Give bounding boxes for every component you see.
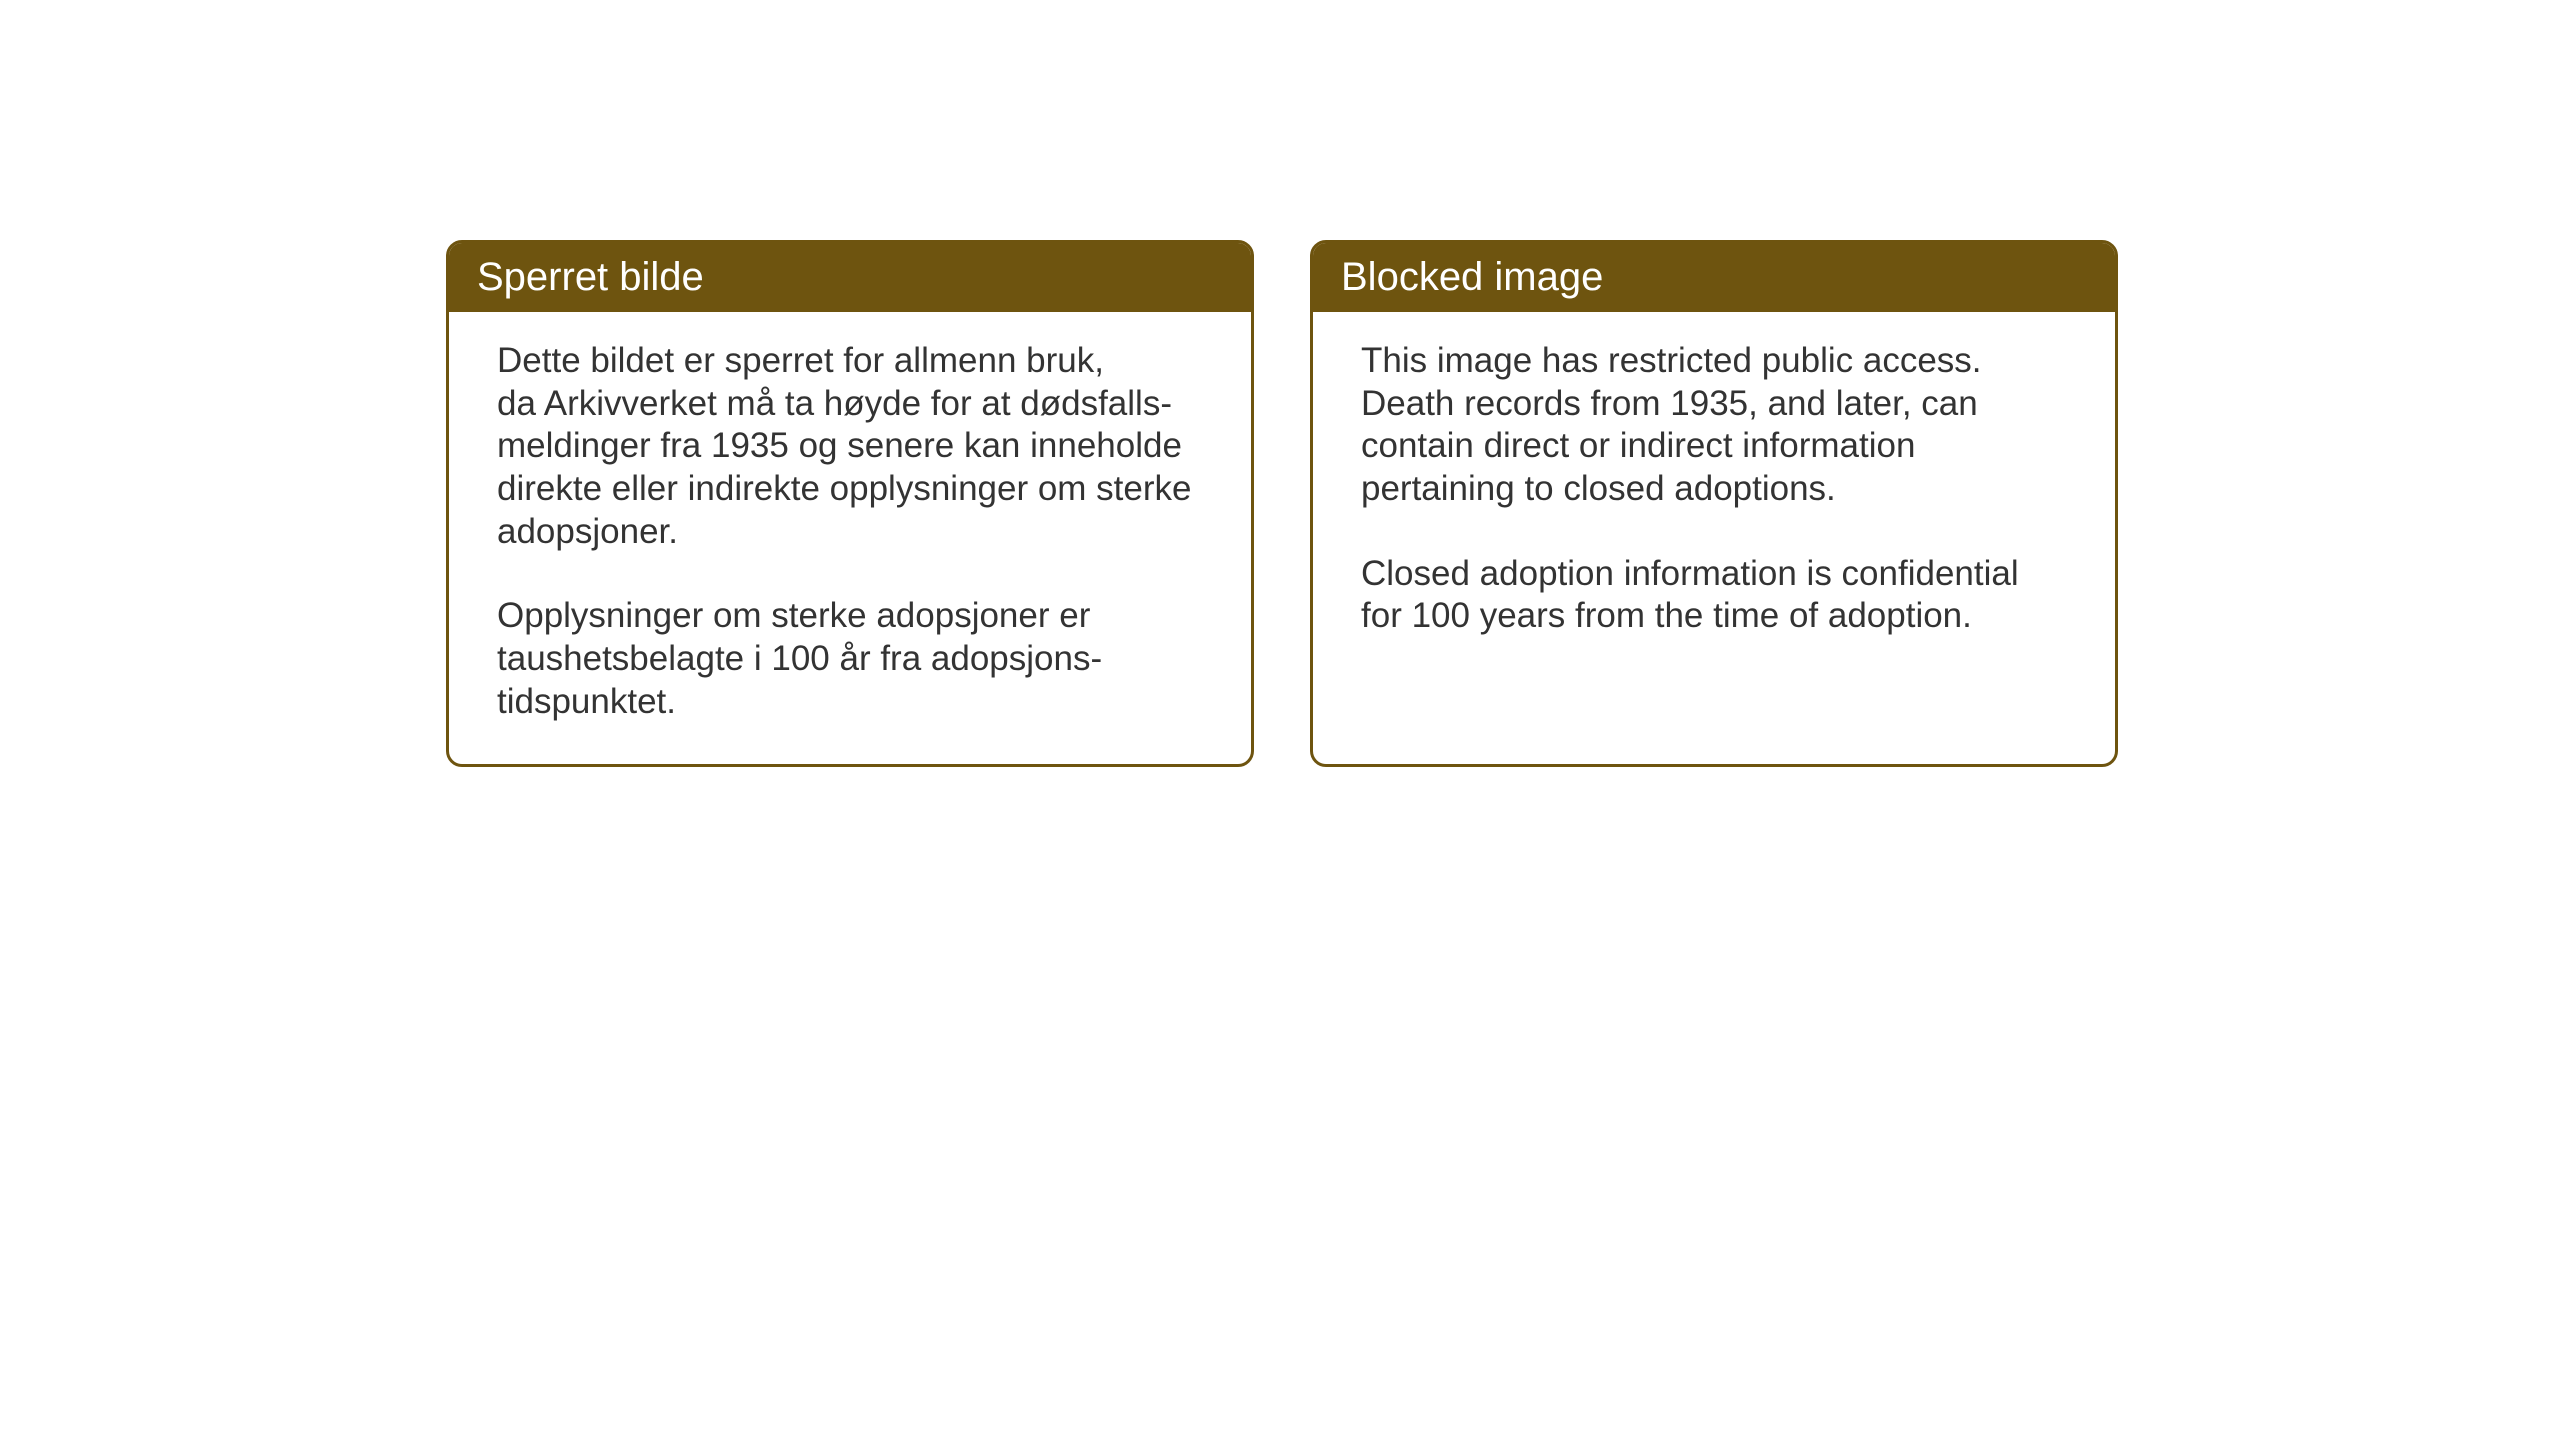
- card-header-english: Blocked image: [1313, 243, 2115, 312]
- card-title: Sperret bilde: [477, 255, 704, 299]
- blocked-image-card-english: Blocked image This image has restricted …: [1310, 240, 2118, 767]
- text-line: Closed adoption information is confident…: [1361, 554, 2019, 593]
- text-line: contain direct or indirect information: [1361, 426, 1915, 465]
- paragraph-2: Opplysninger om sterke adopsjoner er tau…: [497, 595, 1203, 723]
- text-line: meldinger fra 1935 og senere kan innehol…: [497, 426, 1182, 465]
- text-line: Dette bildet er sperret for allmenn bruk…: [497, 341, 1104, 380]
- text-line: Death records from 1935, and later, can: [1361, 384, 1978, 423]
- text-line: pertaining to closed adoptions.: [1361, 469, 1836, 508]
- paragraph-2: Closed adoption information is confident…: [1361, 553, 2067, 638]
- cards-container: Sperret bilde Dette bildet er sperret fo…: [446, 240, 2118, 767]
- text-line: direkte eller indirekte opplysninger om …: [497, 469, 1192, 508]
- text-line: Opplysninger om sterke adopsjoner er: [497, 596, 1090, 635]
- text-line: tidspunktet.: [497, 682, 676, 721]
- blocked-image-card-norwegian: Sperret bilde Dette bildet er sperret fo…: [446, 240, 1254, 767]
- text-line: This image has restricted public access.: [1361, 341, 1982, 380]
- text-line: da Arkivverket må ta høyde for at dødsfa…: [497, 384, 1172, 423]
- card-title: Blocked image: [1341, 255, 1603, 299]
- card-body-norwegian: Dette bildet er sperret for allmenn bruk…: [449, 312, 1251, 764]
- text-line: adopsjoner.: [497, 512, 678, 551]
- paragraph-1: This image has restricted public access.…: [1361, 340, 2067, 511]
- card-body-english: This image has restricted public access.…: [1313, 312, 2115, 678]
- paragraph-1: Dette bildet er sperret for allmenn bruk…: [497, 340, 1203, 553]
- card-header-norwegian: Sperret bilde: [449, 243, 1251, 312]
- text-line: taushetsbelagte i 100 år fra adopsjons-: [497, 639, 1102, 678]
- text-line: for 100 years from the time of adoption.: [1361, 596, 1972, 635]
